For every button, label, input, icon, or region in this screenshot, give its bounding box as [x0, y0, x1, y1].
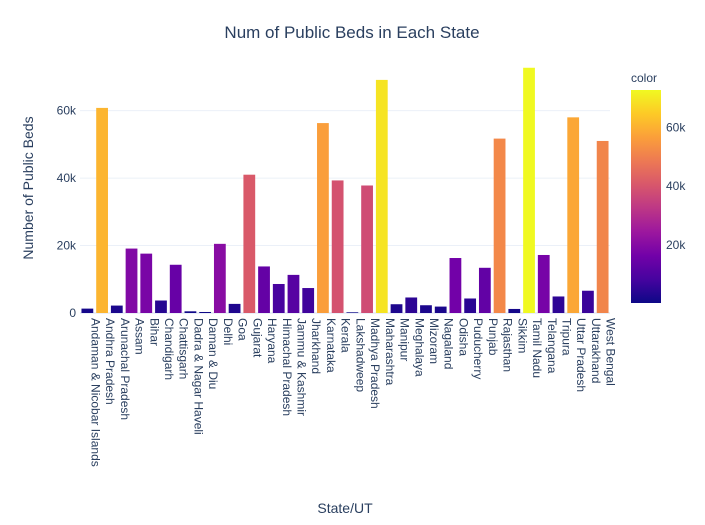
x-tick-label: Rajasthan — [501, 318, 515, 372]
bar — [155, 300, 167, 313]
bar — [110, 305, 123, 313]
x-tick-label: Bihar — [147, 318, 161, 346]
bar — [184, 311, 197, 313]
x-tick-label: Lakshadweep — [353, 318, 367, 392]
bar — [125, 248, 138, 313]
colorbar-ticks: 20k 40k 60k — [666, 120, 686, 252]
bar — [537, 254, 550, 313]
x-tick-label: Punjab — [486, 318, 500, 356]
x-axis-ticks: Andaman & Nicobar Islands Andhra Pradesh A… — [88, 318, 617, 467]
bar — [508, 308, 521, 313]
x-tick-label: Karnataka — [324, 318, 338, 373]
x-tick-label: Meghalaya — [412, 318, 426, 377]
bar — [213, 243, 226, 313]
bar — [552, 296, 565, 313]
x-tick-label: Mizoram — [427, 318, 441, 364]
x-tick-label: Chandigarh — [162, 318, 176, 380]
y-tick-label: 60k — [57, 104, 77, 118]
colorbar-tick-label: 40k — [666, 179, 686, 193]
y-tick-label: 40k — [57, 171, 77, 185]
colorbar-tick-label: 60k — [666, 120, 686, 134]
bar — [331, 180, 344, 313]
x-axis-title: State/UT — [317, 500, 373, 516]
x-tick-label: Jammu & Kashmir — [294, 318, 308, 416]
x-tick-label: Tamil Nadu — [530, 318, 544, 378]
bar — [523, 67, 535, 313]
bar — [199, 311, 212, 313]
y-axis-title: Number of Public Beds — [20, 116, 36, 259]
x-tick-label: West Bengal — [604, 318, 618, 386]
bar — [169, 264, 182, 313]
x-tick-label: Tripura — [559, 318, 573, 356]
x-tick-label: Puducherry — [471, 318, 485, 379]
x-tick-label: Jharkhand — [309, 318, 323, 374]
y-axis-ticks: 0 20k 40k 60k — [57, 104, 77, 320]
x-tick-label: Dadra & Nagar Haveli — [191, 318, 205, 435]
bar — [582, 290, 594, 313]
x-tick-label: Goa — [236, 318, 250, 341]
chart-title: Num of Public Beds in Each State — [224, 23, 479, 42]
colorbar: color 20k 40k 60k — [631, 71, 686, 303]
bar — [405, 297, 418, 313]
x-tick-label: Gujarat — [250, 318, 264, 358]
x-tick-label: Assam — [133, 318, 147, 355]
colorbar-tick-label: 20k — [666, 238, 686, 252]
x-tick-label: Nagaland — [442, 318, 456, 369]
bar — [258, 266, 270, 313]
colorbar-gradient — [631, 90, 661, 303]
bar — [567, 117, 580, 313]
x-tick-label: Kerala — [339, 318, 353, 353]
x-tick-label: Maharashtra — [383, 318, 397, 386]
x-tick-label: Delhi — [221, 318, 235, 345]
bar — [96, 107, 108, 313]
x-tick-label: Sikkim — [515, 318, 529, 353]
bar — [449, 258, 462, 313]
bar — [228, 303, 241, 313]
x-tick-label: Odisha — [456, 318, 470, 356]
bar — [243, 174, 256, 313]
bar — [140, 253, 153, 313]
bar — [434, 306, 447, 313]
bar — [596, 140, 609, 313]
bar — [81, 308, 94, 313]
x-tick-label: Andaman & Nicobar Islands — [88, 318, 102, 467]
bar — [361, 185, 373, 313]
x-tick-label: Himachal Pradesh — [280, 318, 294, 416]
bars — [81, 67, 609, 314]
x-tick-label: Haryana — [265, 318, 279, 364]
bar — [272, 283, 285, 313]
bar — [346, 312, 359, 313]
bar — [302, 288, 315, 313]
y-tick-label: 0 — [69, 306, 76, 320]
x-tick-label: Chattisgarh — [177, 318, 191, 379]
bar — [287, 274, 300, 313]
x-tick-label: Manipur — [398, 318, 412, 361]
bar — [317, 123, 329, 314]
x-tick-label: Uttarakhand — [589, 318, 603, 383]
bar — [390, 304, 403, 313]
bar — [420, 305, 432, 313]
x-tick-label: Arunachal Pradesh — [118, 318, 132, 420]
grid-lines — [80, 110, 610, 314]
x-tick-label: Telangana — [545, 318, 559, 374]
bar — [464, 298, 477, 313]
colorbar-title: color — [631, 71, 657, 85]
bar — [478, 267, 491, 313]
x-tick-label: Madhya Pradesh — [368, 318, 382, 409]
y-tick-label: 20k — [57, 239, 77, 253]
bar — [375, 79, 388, 313]
x-tick-label: Daman & Diu — [206, 318, 220, 389]
x-tick-label: Uttar Pradesh — [574, 318, 588, 392]
bar — [493, 138, 506, 313]
x-tick-label: Andhra Pradesh — [103, 318, 117, 405]
